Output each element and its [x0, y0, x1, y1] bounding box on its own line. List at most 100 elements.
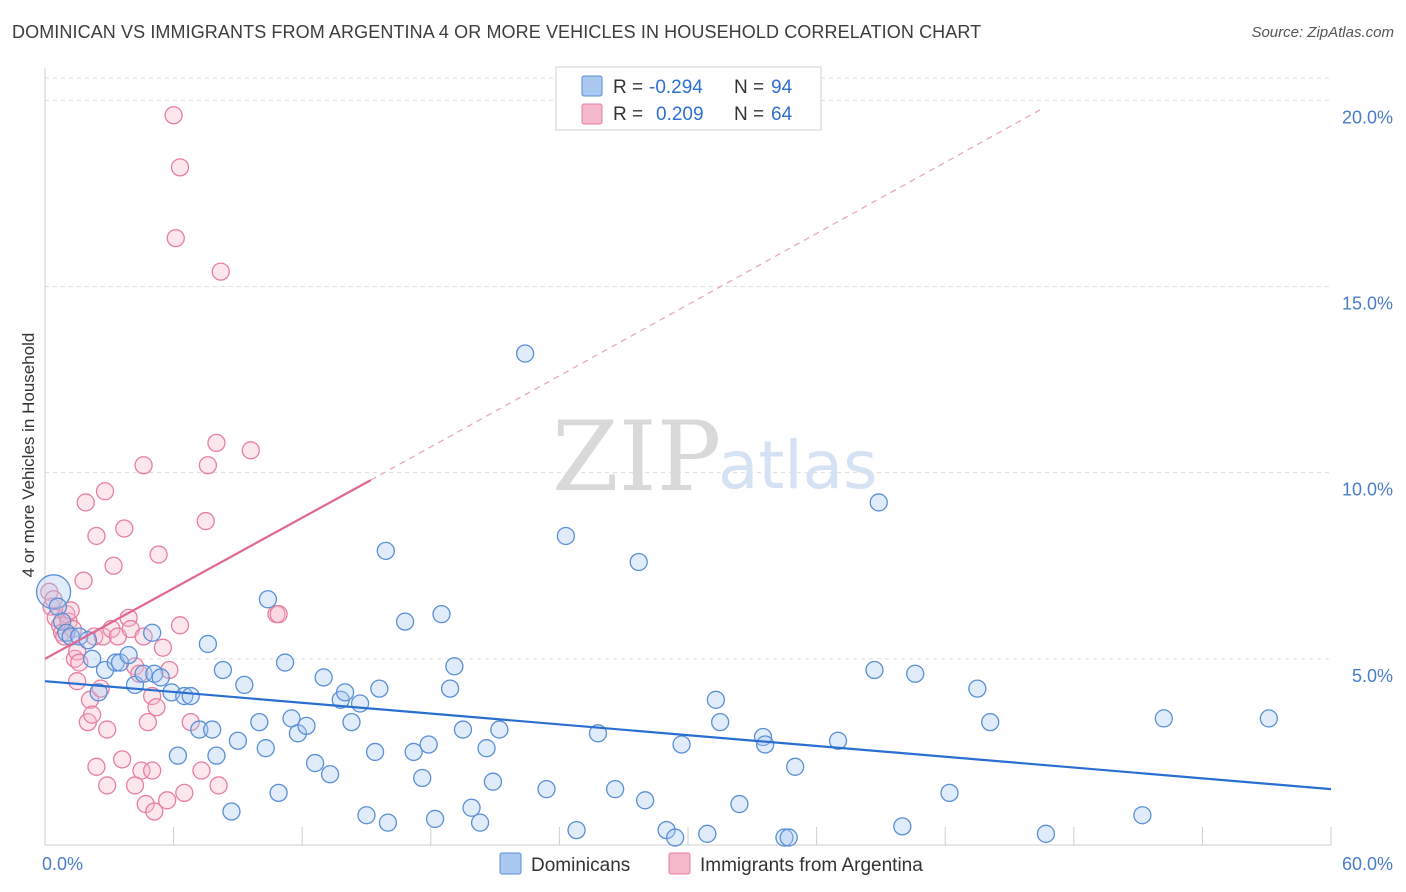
axes — [44, 68, 1332, 846]
argentina-point — [87, 757, 106, 776]
argentina-point — [143, 686, 162, 706]
dominican-point — [786, 757, 805, 776]
chart-title: DOMINICAN VS IMMIGRANTS FROM ARGENTINA 4… — [12, 22, 982, 42]
dominican-point — [730, 794, 749, 814]
argentina-point — [143, 761, 162, 780]
dominican-points — [35, 344, 1278, 847]
argentina-point — [87, 526, 106, 546]
dominican-point — [432, 605, 451, 624]
dominican-point — [370, 679, 389, 698]
watermark-zip: ZIP — [552, 401, 721, 513]
legend-r-value-argentina: 0.209 — [656, 104, 704, 125]
dominican-point — [968, 679, 987, 698]
dominican-point — [52, 612, 72, 631]
argentina-point — [209, 776, 228, 795]
dominican-point — [378, 813, 398, 832]
argentina-trend-line — [44, 479, 372, 660]
argentina-point — [170, 158, 190, 177]
dominican-point — [537, 780, 556, 799]
argentina-point — [104, 556, 123, 575]
legend-r-label-dominican: R = — [613, 77, 643, 98]
dominican-point — [515, 344, 535, 363]
dominican-point — [48, 597, 68, 616]
argentina-point — [269, 605, 288, 624]
argentina-point — [166, 228, 185, 248]
series-legend: Dominicans Immigrants from Argentina — [499, 852, 923, 876]
dominican-point — [445, 657, 464, 676]
dominican-point — [213, 660, 233, 680]
dominican-point — [425, 809, 445, 829]
watermark-atlas: atlas — [718, 427, 878, 504]
legend-r-label-argentina: R = — [613, 104, 643, 125]
dominican-point — [698, 824, 717, 843]
dominican-point — [869, 493, 888, 512]
dominican-point — [756, 735, 775, 754]
dominican-point — [297, 716, 316, 736]
argentina-point — [130, 664, 149, 683]
legend-swatch-dominican — [581, 75, 603, 97]
x-tick-labels: 0.0% 60.0% — [42, 854, 1393, 874]
argentina-point — [134, 456, 153, 475]
bottom-legend-argentina: Immigrants from Argentina — [700, 855, 923, 876]
dominican-point — [404, 742, 423, 762]
argentina-trend-extension — [370, 107, 1045, 481]
argentina-point — [98, 720, 117, 739]
dominican-point — [483, 772, 503, 791]
dominican-point — [228, 731, 248, 750]
y-tick-label: 10.0% — [1342, 480, 1393, 500]
source-label: Source: ZipAtlas.com — [1251, 24, 1394, 41]
y-tick-labels: 5.0% 10.0% 15.0% 20.0% — [1342, 107, 1393, 685]
dominican-point — [119, 645, 138, 665]
dominican-point — [706, 690, 726, 709]
dominican-point — [314, 668, 333, 687]
dominican-point — [981, 712, 1000, 732]
y-tick-label: 20.0% — [1342, 107, 1393, 127]
dominican-point — [828, 731, 848, 750]
dominican-point — [203, 720, 222, 739]
dominican-point — [207, 746, 226, 765]
dominican-point — [376, 541, 395, 561]
dominican-point — [1259, 709, 1278, 728]
dominican-point — [143, 623, 162, 642]
dominican-point — [134, 664, 153, 683]
legend-n-label-argentina: N = — [734, 104, 764, 125]
legend-n-value-dominican: 94 — [771, 77, 793, 98]
argentina-point — [158, 791, 177, 810]
dominican-point — [440, 679, 460, 698]
dominican-point — [1154, 709, 1173, 728]
legend-swatch-argentina — [581, 103, 603, 125]
dominican-point — [635, 791, 655, 810]
argentina-point — [164, 106, 183, 125]
dominican-point — [250, 712, 269, 732]
argentina-point — [145, 802, 164, 821]
dominican-point — [556, 526, 575, 546]
grid-lines — [45, 77, 1331, 660]
dominican-point — [256, 739, 275, 758]
y-tick-label: 15.0% — [1342, 294, 1393, 314]
dominican-point — [305, 753, 325, 773]
dominican-point — [151, 668, 170, 687]
dominican-point — [395, 612, 415, 631]
dominican-trend-line — [44, 680, 1332, 791]
argentina-point — [76, 493, 95, 512]
watermark: ZIP atlas — [552, 401, 878, 513]
argentina-point — [132, 761, 151, 780]
argentina-point — [207, 433, 226, 453]
argentina-point — [138, 712, 158, 732]
bottom-legend-swatch-dominicans — [499, 852, 522, 875]
dominican-point — [477, 739, 496, 758]
argentina-point — [113, 750, 132, 769]
argentina-point — [211, 262, 230, 281]
legend-n-value-argentina: 64 — [771, 104, 793, 125]
argentina-point — [175, 783, 194, 803]
dominican-point — [190, 720, 209, 739]
dominican-point — [893, 817, 912, 836]
legend-r-value-dominican: -0.294 — [649, 77, 703, 98]
argentina-point — [68, 672, 87, 691]
dominican-point — [95, 660, 115, 680]
argentina-point — [115, 519, 134, 538]
dominican-point — [419, 735, 438, 754]
argentina-point — [241, 441, 260, 460]
dominican-point — [906, 664, 925, 683]
dominican-point — [89, 683, 108, 702]
